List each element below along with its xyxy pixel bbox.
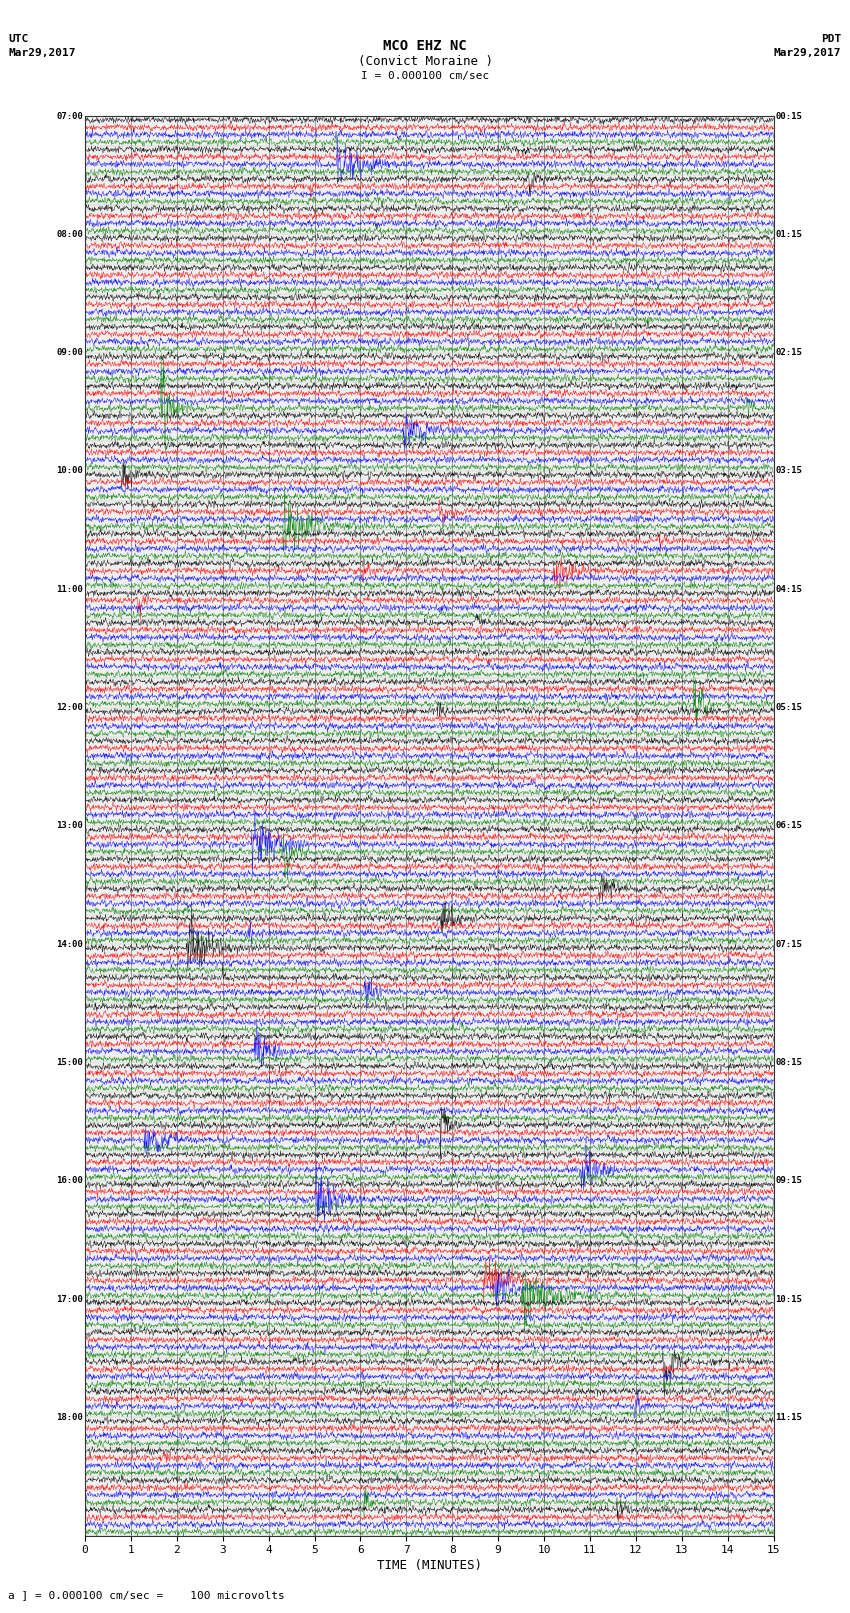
Text: 13:00: 13:00 <box>56 821 83 831</box>
Text: Mar29,2017: Mar29,2017 <box>774 48 842 58</box>
Text: 17:00: 17:00 <box>56 1295 83 1303</box>
Text: 11:00: 11:00 <box>56 586 83 594</box>
Text: 09:15: 09:15 <box>775 1176 802 1186</box>
Text: 12:00: 12:00 <box>56 703 83 711</box>
Text: 11:15: 11:15 <box>775 1413 802 1421</box>
Text: 04:15: 04:15 <box>775 586 802 594</box>
Text: 00:15: 00:15 <box>775 111 802 121</box>
Text: 16:00: 16:00 <box>56 1176 83 1186</box>
Text: 07:00: 07:00 <box>56 111 83 121</box>
Text: 09:00: 09:00 <box>56 348 83 356</box>
Text: 01:15: 01:15 <box>775 231 802 239</box>
Text: PDT: PDT <box>821 34 842 44</box>
Text: 10:00: 10:00 <box>56 466 83 476</box>
Text: 18:00: 18:00 <box>56 1413 83 1421</box>
Text: 08:00: 08:00 <box>56 231 83 239</box>
Text: 03:15: 03:15 <box>775 466 802 476</box>
Text: 07:15: 07:15 <box>775 940 802 948</box>
Text: MCO EHZ NC: MCO EHZ NC <box>383 39 467 53</box>
Text: UTC: UTC <box>8 34 29 44</box>
Text: I = 0.000100 cm/sec: I = 0.000100 cm/sec <box>361 71 489 81</box>
Text: 10:15: 10:15 <box>775 1295 802 1303</box>
Text: 06:15: 06:15 <box>775 821 802 831</box>
Text: Mar29,2017: Mar29,2017 <box>8 48 76 58</box>
Text: 14:00: 14:00 <box>56 940 83 948</box>
X-axis label: TIME (MINUTES): TIME (MINUTES) <box>377 1560 482 1573</box>
Text: (Convict Moraine ): (Convict Moraine ) <box>358 55 492 68</box>
Text: 15:00: 15:00 <box>56 1058 83 1066</box>
Text: 05:15: 05:15 <box>775 703 802 711</box>
Text: 02:15: 02:15 <box>775 348 802 356</box>
Text: a ] = 0.000100 cm/sec =    100 microvolts: a ] = 0.000100 cm/sec = 100 microvolts <box>8 1590 286 1600</box>
Text: 08:15: 08:15 <box>775 1058 802 1066</box>
